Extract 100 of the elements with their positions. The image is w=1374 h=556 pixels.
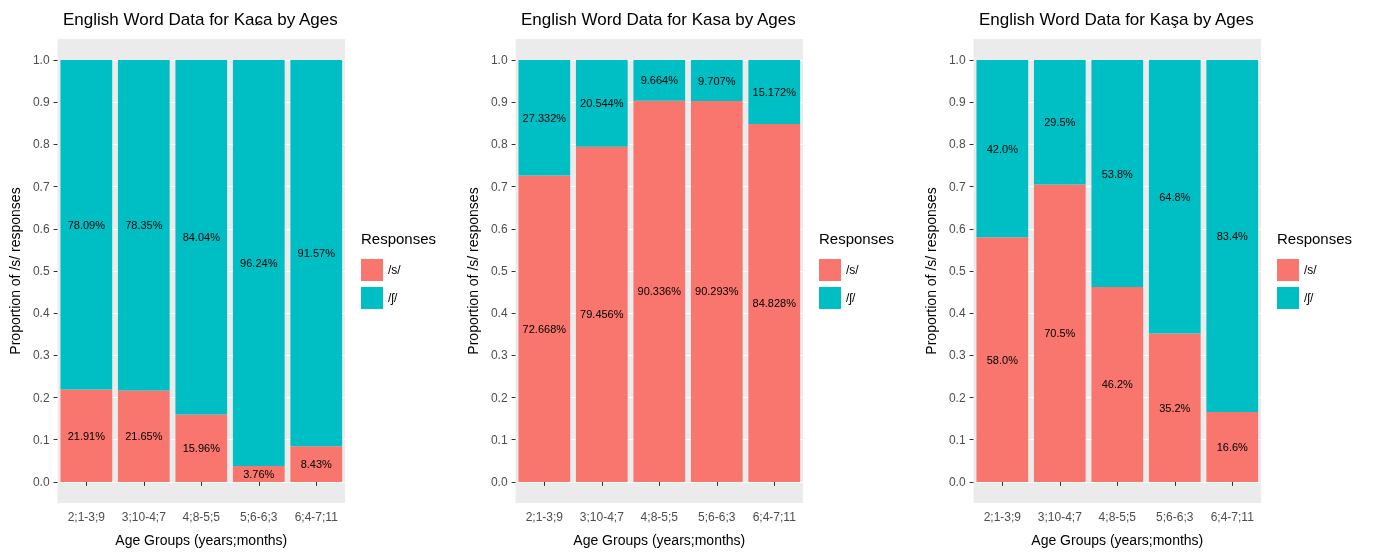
bar <box>232 60 285 467</box>
data-label: 64.8% <box>1159 190 1191 203</box>
x-tick-label: 4;8-5;5 <box>182 510 221 524</box>
x-tick-label: 3;10-4;7 <box>1037 510 1083 524</box>
x-tick-label: 6;4-7;11 <box>752 510 797 524</box>
data-label: 46.2% <box>1101 378 1134 391</box>
data-label: 96.24% <box>240 257 278 270</box>
bar <box>175 60 228 415</box>
data-label: 21.91% <box>67 429 106 442</box>
bar <box>690 60 743 102</box>
y-tick-label: 1.0 <box>490 53 508 68</box>
chart-title: English Word Data for Kaɕa by Ages <box>63 10 338 29</box>
data-label: 72.668% <box>522 322 567 335</box>
y-tick-label: 0.3 <box>948 348 966 363</box>
bar <box>633 60 686 101</box>
y-tick-label: 0.3 <box>490 348 508 363</box>
y-tick-label: 0.7 <box>32 179 50 194</box>
legend-label: /s/ <box>846 263 860 277</box>
x-tick-label: 5;6-6;3 <box>240 510 278 524</box>
bar <box>1033 60 1086 185</box>
x-axis-title: Age Groups (years;months) <box>115 532 288 548</box>
data-label: 15.172% <box>752 86 797 99</box>
y-tick-label: 0.1 <box>948 432 966 447</box>
y-tick-label: 0.6 <box>490 221 508 236</box>
bar <box>1206 60 1259 412</box>
chart-title: English Word Data for Kasa by Ages <box>521 10 796 29</box>
y-axis-title: Proportion of /s/ responses <box>7 187 23 355</box>
y-tick-label: 0.4 <box>32 306 50 321</box>
y-tick-label: 1.0 <box>32 53 50 68</box>
y-axis-title: Proportion of /s/ responses <box>465 187 481 355</box>
bar <box>518 175 571 482</box>
data-label: 58.0% <box>986 353 1019 366</box>
data-label: 9.664% <box>640 74 679 87</box>
bar <box>575 60 628 147</box>
data-label: 78.09% <box>67 218 106 231</box>
bar <box>1148 60 1201 334</box>
y-tick-label: 0.6 <box>32 221 50 236</box>
x-tick-label: 5;6-6;3 <box>1156 510 1194 524</box>
data-label: 9.707% <box>698 74 736 87</box>
legend-label: /ʃ/ <box>1304 291 1314 305</box>
y-tick-label: 0.2 <box>490 390 508 405</box>
bar <box>748 60 801 125</box>
data-label: 16.6% <box>1216 440 1249 453</box>
y-tick-label: 0.1 <box>490 432 508 447</box>
x-tick-label: 6;4-7;11 <box>294 510 339 524</box>
legend-label: /ʃ/ <box>388 291 398 305</box>
data-label: 42.0% <box>986 142 1019 155</box>
data-label: 35.2% <box>1159 401 1191 414</box>
y-tick-label: 0.0 <box>490 474 508 489</box>
y-tick-label: 0.8 <box>32 137 50 152</box>
data-label: 3.76% <box>243 467 275 480</box>
bar <box>60 60 113 390</box>
bar <box>1206 411 1259 482</box>
y-tick-label: 0.0 <box>32 474 50 489</box>
bar <box>633 100 686 482</box>
data-label: 79.456% <box>580 308 624 321</box>
bar <box>1148 333 1201 482</box>
bar <box>117 390 170 482</box>
x-axis-title: Age Groups (years;months) <box>1031 532 1204 548</box>
bar <box>1033 184 1086 482</box>
data-label: 84.04% <box>182 231 221 244</box>
bar <box>976 237 1029 482</box>
bar <box>60 389 113 482</box>
data-label: 27.332% <box>522 111 567 124</box>
x-tick-label: 2;1-3;9 <box>983 510 1022 524</box>
y-tick-label: 0.6 <box>948 221 966 236</box>
y-axis-title: Proportion of /s/ responses <box>923 187 939 355</box>
data-label: 53.8% <box>1101 167 1134 180</box>
x-tick-label: 4;8-5;5 <box>1098 510 1137 524</box>
x-tick-label: 5;6-6;3 <box>698 510 736 524</box>
y-tick-label: 0.3 <box>32 348 50 363</box>
data-label: 90.336% <box>637 285 682 298</box>
x-tick-label: 3;10-4;7 <box>579 510 625 524</box>
x-tick-label: 2;1-3;9 <box>525 510 564 524</box>
legend-title: Responses <box>1277 230 1353 247</box>
chart-title: English Word Data for Kaşa by Ages <box>979 10 1254 29</box>
bar <box>690 101 743 482</box>
bar <box>518 60 571 176</box>
y-tick-label: 0.5 <box>32 264 50 278</box>
x-tick-label: 2;1-3;9 <box>67 510 106 524</box>
data-label: 83.4% <box>1216 229 1249 242</box>
x-tick-label: 3;10-4;7 <box>121 510 167 524</box>
data-label: 84.828% <box>752 297 797 309</box>
bar <box>117 60 170 391</box>
bar <box>575 146 628 482</box>
y-tick-label: 0.1 <box>32 432 50 447</box>
data-label: 91.57% <box>297 247 336 260</box>
y-tick-label: 0.5 <box>948 264 966 278</box>
legend-label: /ʃ/ <box>846 291 856 305</box>
bar <box>290 446 343 482</box>
bar <box>1091 287 1144 482</box>
y-tick-label: 0.0 <box>948 474 966 489</box>
x-tick-label: 6;4-7;11 <box>1210 510 1255 524</box>
data-label: 21.65% <box>125 430 163 443</box>
y-tick-label: 0.7 <box>948 179 966 194</box>
data-label: 90.293% <box>695 285 739 298</box>
legend-title: Responses <box>819 230 895 247</box>
bar <box>1091 60 1144 288</box>
y-tick-label: 0.2 <box>948 390 966 405</box>
y-tick-label: 0.4 <box>490 306 508 321</box>
